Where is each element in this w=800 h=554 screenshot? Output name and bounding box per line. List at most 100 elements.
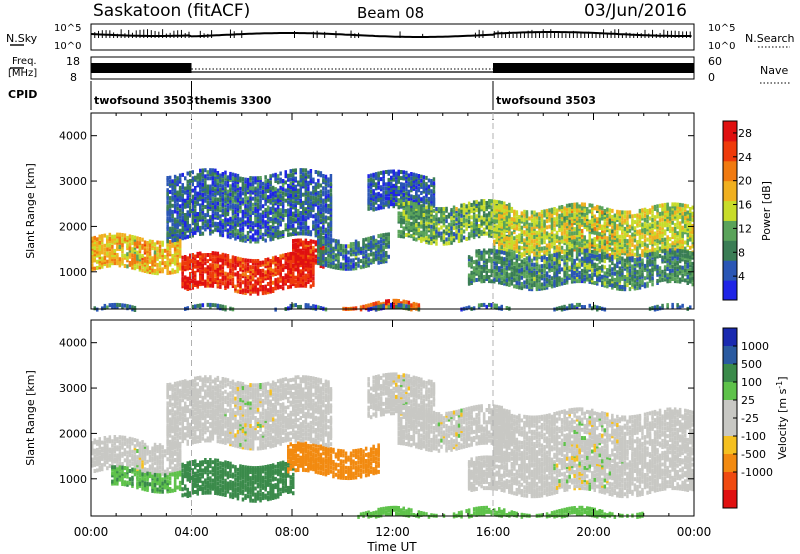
rti-cell: [299, 260, 302, 265]
rti-cell: [586, 207, 589, 211]
rti-cell: [317, 199, 320, 204]
rti-cell: [475, 232, 478, 237]
rti-cell: [287, 212, 290, 217]
rti-cell: [520, 246, 524, 251]
rti-cell: [631, 232, 634, 237]
rti-cell: [367, 178, 370, 183]
rti-cell: [186, 171, 189, 176]
rti-cell: [181, 270, 184, 274]
rti-cell: [163, 261, 167, 265]
rti-cell: [261, 181, 265, 186]
rti-cell: [462, 213, 466, 218]
rti-cell: [319, 243, 323, 248]
rti-cell: [191, 253, 194, 257]
rti-cell: [91, 267, 94, 272]
rti-cell: [427, 184, 431, 189]
rti-cell: [628, 224, 632, 229]
rti-cell: [626, 241, 629, 246]
rti-cell: [292, 225, 295, 230]
rti-cell: [362, 250, 365, 255]
rti-cell: [226, 262, 230, 267]
rti-cell: [191, 261, 194, 266]
rti-cell: [525, 230, 529, 235]
rti-cell: [302, 178, 305, 183]
rti-cell: [274, 172, 277, 177]
rti-cell: [508, 249, 511, 254]
rti-cell: [500, 232, 503, 237]
rti-cell: [186, 278, 189, 283]
rti-cell: [523, 232, 526, 237]
rti-cell: [395, 196, 398, 201]
rti-cell: [176, 178, 179, 183]
rti-cell: [173, 178, 177, 183]
rti-cell: [249, 196, 252, 201]
rti-cell: [294, 197, 297, 201]
rti-cell: [643, 228, 647, 233]
rti-cell: [324, 199, 328, 204]
rti-cell: [460, 238, 463, 243]
rti-cell: [231, 225, 235, 230]
rti-cell: [224, 277, 227, 282]
rti-cell: [676, 214, 679, 219]
rti-cell: [229, 229, 232, 234]
rti-cell: [518, 219, 521, 224]
rti-cell: [259, 262, 262, 267]
rti-cell: [332, 261, 335, 265]
rti-cell: [643, 234, 647, 239]
rti-cell: [560, 239, 564, 244]
rti-cell: [118, 238, 122, 243]
rti-cell: [415, 185, 418, 190]
rti-cell: [216, 264, 220, 268]
rti-cell: [206, 277, 210, 282]
rti-cell: [302, 213, 305, 218]
rti-cell: [256, 176, 260, 181]
rti-cell: [435, 221, 438, 226]
rti-cell: [249, 182, 252, 187]
rti-cell: [287, 285, 290, 290]
rti-cell: [616, 211, 619, 216]
rti-cell: [385, 196, 388, 201]
rti-cell: [395, 202, 398, 207]
rti-cell: [367, 192, 370, 197]
rti-cell: [324, 215, 328, 220]
rti-cell: [297, 273, 300, 278]
rti-cell: [101, 238, 104, 243]
rti-cell: [158, 244, 162, 249]
rti-cell: [259, 225, 262, 229]
rti-cell: [226, 205, 230, 210]
rti-cell: [420, 178, 423, 183]
rti-cell: [239, 201, 242, 206]
rti-cell: [616, 226, 619, 231]
rti-cell: [515, 234, 519, 239]
rti-cell: [548, 249, 551, 254]
rti-cell: [281, 267, 285, 272]
rti-cell: [259, 269, 262, 273]
rti-cell: [209, 257, 212, 262]
rti-cell: [266, 263, 270, 268]
rti-cell: [452, 221, 456, 226]
rti-cell: [219, 187, 222, 192]
rti-cell: [297, 200, 300, 205]
rti-cell: [234, 256, 237, 261]
rti-cell: [271, 256, 275, 261]
rti-cell: [287, 183, 290, 188]
rti-cell: [480, 201, 483, 206]
rti-cell: [369, 181, 373, 186]
rti-cell: [201, 186, 205, 191]
rti-cell: [540, 224, 544, 229]
rti-cell: [309, 249, 313, 254]
rti-cell: [299, 180, 302, 185]
rti-cell: [261, 214, 265, 219]
rti-cell: [515, 216, 519, 221]
rti-cell: [168, 270, 172, 275]
rti-cell: [555, 247, 559, 252]
rti-cell: [123, 239, 127, 244]
rti-cell: [656, 232, 659, 237]
rti-cell: [548, 224, 551, 229]
rti-cell: [184, 190, 187, 195]
rti-cell: [96, 247, 99, 252]
rti-cell: [307, 231, 310, 236]
rti-cell: [171, 218, 174, 223]
rti-cell: [575, 222, 579, 227]
rti-cell: [231, 271, 235, 276]
